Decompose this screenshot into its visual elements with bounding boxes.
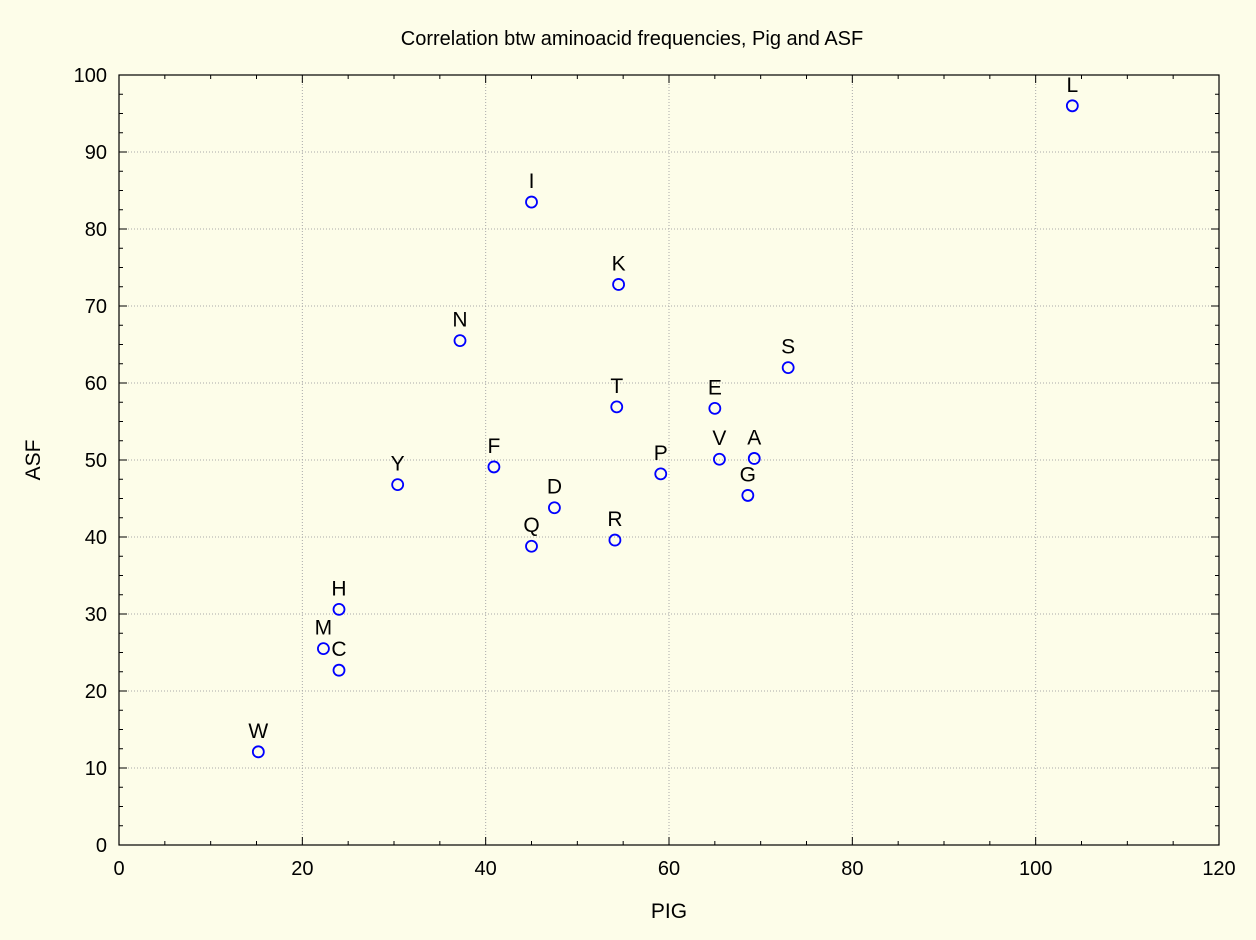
grid-lines bbox=[119, 75, 1219, 845]
y-tick-label: 50 bbox=[85, 450, 107, 472]
y-tick-label: 20 bbox=[85, 681, 107, 703]
axis-ticks bbox=[118, 74, 1220, 846]
y-tick-label: 0 bbox=[96, 835, 107, 857]
point-label: E bbox=[708, 376, 722, 399]
point-marker bbox=[654, 467, 668, 481]
chart-title: Correlation btw aminoacid frequencies, P… bbox=[401, 28, 863, 50]
data-point-t: T bbox=[610, 375, 624, 414]
point-label: G bbox=[740, 463, 756, 486]
point-label: L bbox=[1066, 74, 1078, 97]
data-point-f: F bbox=[487, 435, 501, 474]
y-tick-label: 80 bbox=[85, 219, 107, 241]
point-label: K bbox=[612, 252, 626, 275]
y-tick-label: 70 bbox=[85, 296, 107, 318]
y-tick-label: 30 bbox=[85, 604, 107, 626]
point-label: I bbox=[529, 170, 535, 193]
point-label: P bbox=[654, 442, 668, 465]
x-tick-label: 0 bbox=[113, 858, 124, 880]
data-points: L I K N S T E AV F P Y G D R Q HMC W bbox=[248, 74, 1079, 759]
y-tick-label: 90 bbox=[85, 142, 107, 164]
y-tick-label: 40 bbox=[85, 527, 107, 549]
data-point-l: L bbox=[1065, 74, 1079, 113]
point-marker bbox=[747, 452, 761, 465]
point-marker bbox=[713, 452, 726, 466]
data-point-c: C bbox=[331, 638, 347, 677]
data-point-d: D bbox=[547, 476, 562, 515]
data-point-p: P bbox=[654, 442, 668, 481]
point-marker bbox=[525, 195, 538, 209]
data-point-r: R bbox=[607, 508, 623, 547]
point-marker bbox=[525, 539, 538, 553]
point-label: Y bbox=[391, 453, 405, 476]
point-label: D bbox=[547, 476, 562, 499]
point-label: M bbox=[315, 617, 333, 640]
point-marker bbox=[332, 602, 346, 616]
point-label: T bbox=[610, 375, 623, 398]
data-point-k: K bbox=[612, 252, 626, 291]
data-point-g: G bbox=[740, 463, 756, 502]
point-marker bbox=[251, 745, 265, 759]
x-tick-label: 100 bbox=[1019, 858, 1052, 880]
data-point-s: S bbox=[781, 336, 795, 375]
x-tick-label: 20 bbox=[291, 858, 313, 880]
point-marker bbox=[453, 334, 467, 348]
data-point-a: A bbox=[747, 426, 761, 465]
point-label: V bbox=[712, 427, 726, 450]
data-point-n: N bbox=[452, 309, 468, 348]
data-point-h: H bbox=[331, 577, 347, 616]
point-label: W bbox=[248, 720, 268, 743]
y-tick-labels: 0 10 20 30 40 50 60 70 80 90 100 bbox=[74, 65, 107, 857]
point-label: N bbox=[452, 309, 467, 332]
point-marker bbox=[1065, 99, 1079, 113]
data-point-i: I bbox=[525, 170, 538, 209]
data-point-e: E bbox=[708, 376, 722, 415]
x-axis-label: PIG bbox=[651, 900, 687, 923]
data-point-v: V bbox=[712, 427, 726, 466]
point-marker bbox=[317, 642, 330, 656]
data-point-w: W bbox=[248, 720, 268, 759]
point-marker bbox=[741, 489, 755, 502]
point-label: S bbox=[781, 336, 795, 359]
point-label: F bbox=[488, 435, 501, 458]
point-label: H bbox=[331, 577, 346, 600]
y-tick-label: 60 bbox=[85, 373, 107, 395]
point-marker bbox=[487, 460, 501, 474]
point-marker bbox=[608, 533, 622, 547]
point-marker bbox=[610, 400, 624, 414]
data-point-q: Q bbox=[523, 514, 540, 553]
point-label: C bbox=[331, 638, 346, 661]
point-marker bbox=[548, 501, 561, 515]
x-tick-label: 80 bbox=[841, 858, 863, 880]
data-point-m: M bbox=[315, 617, 333, 656]
point-label: A bbox=[747, 426, 761, 449]
data-point-y: Y bbox=[391, 453, 405, 492]
x-tick-label: 40 bbox=[475, 858, 497, 880]
point-label: Q bbox=[523, 514, 539, 537]
y-tick-label: 100 bbox=[74, 65, 107, 87]
x-tick-labels: 0 20 40 60 80 100 120 bbox=[113, 858, 1235, 880]
point-label: R bbox=[607, 508, 622, 531]
x-tick-label: 120 bbox=[1202, 858, 1235, 880]
y-tick-label: 10 bbox=[85, 758, 107, 780]
point-marker bbox=[391, 478, 405, 492]
x-tick-label: 60 bbox=[658, 858, 680, 880]
point-marker bbox=[781, 361, 795, 375]
y-axis-label: ASF bbox=[22, 440, 45, 481]
point-marker bbox=[708, 402, 722, 415]
point-marker bbox=[612, 278, 625, 291]
point-marker bbox=[332, 663, 346, 677]
